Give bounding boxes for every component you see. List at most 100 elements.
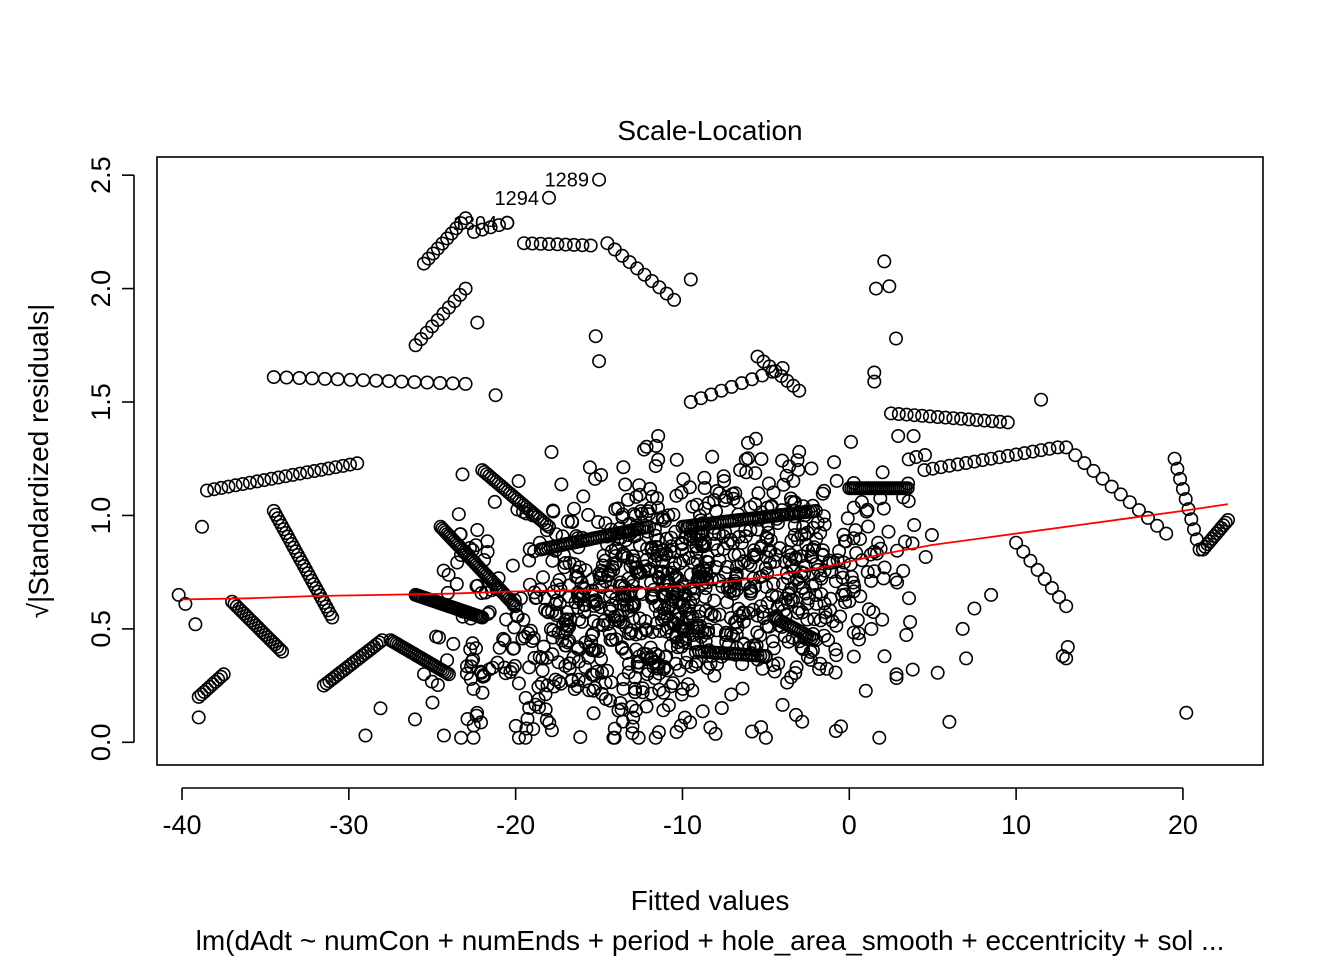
data-point [441, 667, 456, 682]
data-point [257, 473, 272, 488]
data-point [571, 654, 586, 669]
data-point [651, 428, 666, 443]
data-point [637, 442, 652, 457]
data-point [466, 224, 481, 239]
data-point [600, 537, 615, 552]
data-point [462, 540, 477, 555]
data-point [683, 567, 698, 582]
x-axis-subtitle: lm(dAdt ~ numCon + numEnds + period + ho… [196, 925, 1225, 956]
data-point [343, 372, 358, 387]
data-point [477, 552, 492, 567]
data-point [506, 641, 521, 656]
data-point [278, 469, 293, 484]
data-point [1175, 481, 1190, 496]
data-point [454, 730, 469, 745]
data-point [627, 529, 642, 544]
data-point [805, 643, 820, 658]
data-point [459, 666, 474, 681]
data-point [515, 631, 530, 646]
data-point [1025, 444, 1040, 459]
data-point [505, 661, 520, 676]
data-point [765, 634, 780, 649]
data-point [480, 544, 495, 559]
data-point [877, 254, 892, 269]
data-point [735, 681, 750, 696]
data-point [450, 555, 465, 570]
data-point [1122, 495, 1137, 510]
data-point [1059, 599, 1074, 614]
data-point [601, 568, 616, 583]
data-point [1159, 526, 1174, 541]
data-point [946, 411, 961, 426]
smoother-line [181, 503, 1229, 601]
data-point [242, 475, 257, 490]
data-point [470, 705, 485, 720]
data-point [814, 571, 829, 586]
data-point [652, 682, 667, 697]
data-point [1068, 448, 1083, 463]
data-point [1104, 479, 1119, 494]
data-point [901, 476, 916, 491]
data-point [560, 635, 575, 650]
data-point [750, 652, 765, 667]
data-point [200, 483, 215, 498]
data-point [588, 471, 603, 486]
data-point [748, 466, 763, 481]
data-point [717, 473, 732, 488]
data-point [576, 489, 591, 504]
data-point [754, 452, 769, 467]
data-point [526, 630, 541, 645]
data-point [516, 236, 531, 251]
data-point [275, 644, 290, 659]
data-point [564, 514, 579, 529]
data-point [555, 529, 570, 544]
y-tick-label: 0.5 [86, 610, 116, 648]
data-point [694, 525, 709, 540]
data-point [660, 663, 675, 678]
data-point [701, 555, 716, 570]
data-point [846, 531, 861, 546]
data-point [708, 504, 723, 519]
data-point [780, 675, 795, 690]
data-point [616, 460, 631, 475]
data-point [300, 465, 315, 480]
data-point [527, 585, 542, 600]
data-point [654, 553, 669, 568]
data-point [616, 546, 631, 561]
data-point [668, 569, 683, 584]
data-point [511, 474, 526, 489]
data-point [877, 649, 892, 664]
data-point [836, 527, 851, 542]
data-point [846, 584, 861, 599]
data-point [860, 565, 875, 580]
data-point [815, 543, 830, 558]
data-points [171, 172, 1236, 745]
data-point [799, 537, 814, 552]
data-point [260, 630, 275, 645]
data-point [861, 519, 876, 534]
data-point [851, 626, 866, 641]
data-point [656, 685, 671, 700]
data-point [827, 455, 842, 470]
data-point [497, 660, 512, 675]
data-point [743, 558, 758, 573]
data-point [430, 241, 445, 256]
data-point [466, 681, 481, 696]
data-point [868, 281, 883, 296]
data-point [707, 668, 722, 683]
data-point [602, 601, 617, 616]
data-point [592, 566, 607, 581]
data-point [491, 571, 506, 586]
data-point [975, 453, 990, 468]
data-point [907, 517, 922, 532]
data-point [775, 697, 790, 712]
data-point [449, 221, 464, 236]
outlier-label: 1304 [453, 213, 498, 235]
data-point [425, 695, 440, 710]
data-point [1077, 456, 1092, 471]
data-point [804, 461, 819, 476]
data-point [525, 508, 540, 523]
data-point [1009, 535, 1024, 550]
data-point [729, 568, 744, 583]
data-point [613, 695, 628, 710]
